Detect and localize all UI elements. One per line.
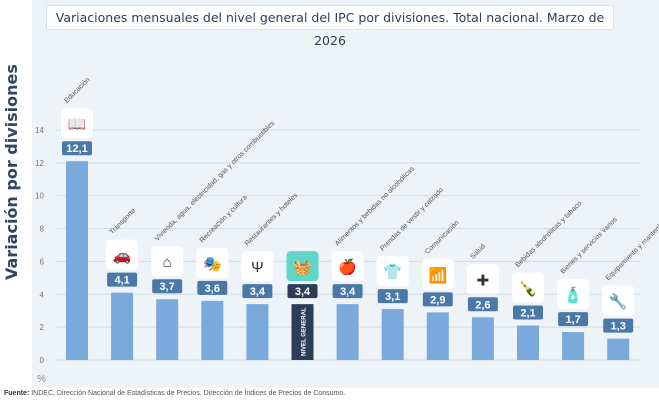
bar	[111, 292, 134, 360]
source-note: Fuente: INDEC, Dirección Nacional de Est…	[4, 390, 345, 397]
data-label-box	[467, 297, 498, 312]
food-icon-glyph: 🍎	[338, 257, 357, 276]
data-label: 1,3	[611, 321, 626, 333]
theater-masks-icon	[196, 247, 229, 278]
category-label: Educación	[63, 76, 91, 104]
tools-icon-glyph: 🔧	[609, 292, 628, 311]
category-label: Bienes y servicios varios	[560, 216, 619, 275]
bar	[201, 300, 224, 360]
car-icon	[106, 239, 139, 270]
book-icon-glyph: 📖	[68, 116, 87, 133]
bar	[246, 304, 269, 360]
data-label: 3,4	[340, 286, 356, 298]
chart-title: Variaciones mensuales del nivel general …	[46, 5, 614, 48]
data-label: 3,1	[385, 291, 400, 303]
bar	[291, 304, 314, 360]
bar	[471, 317, 494, 360]
y-tick-label: 14	[35, 126, 44, 135]
tools-icon	[602, 285, 635, 316]
category-label: Transporte	[109, 207, 138, 236]
data-label: 3,7	[160, 281, 175, 293]
category-label: Recreación y cultura	[199, 194, 249, 244]
y-tick-label: 4	[40, 290, 45, 299]
house-energy-icon-glyph: ⌂	[163, 254, 172, 271]
bar	[66, 161, 88, 360]
data-label: 3,4	[295, 286, 311, 298]
data-label: 2,9	[430, 294, 445, 306]
clothing-icon-glyph: 👕	[383, 264, 402, 281]
bottle-icon-glyph: 🍾	[519, 280, 538, 298]
basket-icon-glyph: 🧺	[293, 259, 312, 276]
bar	[381, 309, 404, 360]
bar	[607, 338, 630, 360]
bar-inner-label: NIVEL GENERAL	[302, 307, 308, 356]
data-label: 4,1	[114, 275, 129, 287]
bar	[426, 312, 449, 360]
data-label: 1,7	[565, 314, 580, 326]
bar	[336, 304, 359, 360]
y-tick-label: 8	[40, 225, 45, 234]
house-energy-icon	[151, 246, 184, 277]
data-label-box	[513, 305, 543, 320]
data-label: 2,1	[520, 308, 535, 320]
data-label-box	[152, 279, 183, 294]
data-label: 2,6	[475, 299, 490, 311]
car-icon-glyph: 🚗	[113, 248, 132, 265]
clothing-icon	[376, 256, 409, 287]
bottle-icon	[512, 272, 544, 303]
data-label-box	[197, 280, 228, 295]
data-label: 3,6	[205, 283, 220, 295]
data-label-box	[422, 292, 453, 307]
basket-icon	[286, 251, 319, 282]
wifi-icon	[421, 259, 454, 290]
data-label-box	[603, 318, 634, 333]
health-cross-icon-glyph: ✚	[477, 272, 490, 289]
restaurant-hotel-icon-glyph: Ψ	[251, 259, 264, 276]
data-label-box	[62, 141, 92, 156]
food-icon	[331, 251, 364, 282]
theater-masks-icon-glyph: 🎭	[203, 256, 222, 273]
data-label-box	[377, 289, 408, 304]
source-label: Fuente:	[4, 390, 30, 397]
wifi-icon-glyph: 📶	[428, 266, 447, 284]
bar-chart: 0 2 4 6 8 10 12 14% 12,1 📖 Educación 4,1 🚗 Transporte…	[35, 76, 659, 385]
data-label-box	[107, 272, 138, 287]
soap-comb-icon	[557, 279, 590, 310]
data-label-box	[287, 284, 318, 299]
category-label: Equipamiento y mantenimiento del hogar	[605, 187, 659, 282]
health-cross-icon	[466, 264, 499, 295]
y-tick-label: 12	[35, 159, 44, 168]
data-label-box	[558, 312, 589, 327]
bar	[156, 299, 179, 360]
bar	[562, 332, 585, 360]
y-tick-label: 0	[40, 356, 45, 365]
data-label-box	[332, 284, 363, 299]
data-label: 12,1	[66, 143, 87, 155]
data-label-box	[242, 284, 273, 299]
category-label: Restaurantes y hoteles	[244, 192, 300, 248]
soap-comb-icon-glyph: 🧴	[564, 286, 583, 304]
category-label: Salud	[469, 243, 487, 261]
restaurant-hotel-icon	[241, 251, 274, 282]
y-tick-label: 10	[35, 192, 44, 201]
category-label: Alimentos y bebidas no alcohólicas	[334, 165, 416, 247]
y-unit-label: %	[37, 374, 46, 385]
y-tick-label: 2	[40, 323, 45, 332]
book-icon	[61, 108, 93, 139]
bar	[517, 325, 539, 360]
category-label: Comunicación	[424, 219, 460, 255]
y-tick-label: 6	[40, 257, 45, 266]
source-text: INDEC, Dirección Nacional de Estadística…	[31, 390, 346, 397]
data-label: 3,4	[250, 286, 266, 298]
